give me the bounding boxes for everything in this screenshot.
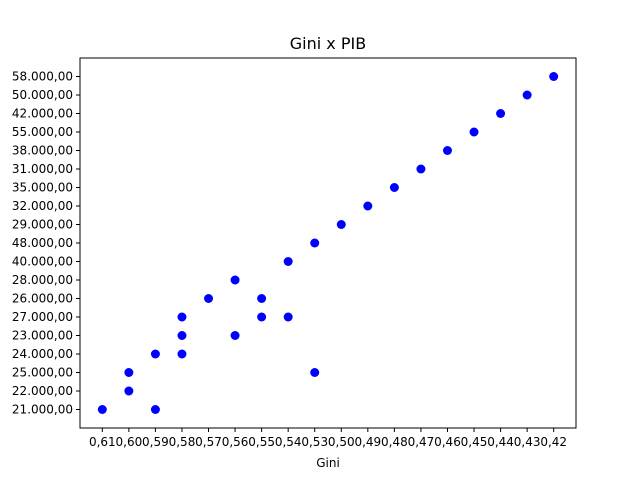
x-tick-label: 0,61 <box>89 435 116 449</box>
data-point <box>389 183 399 192</box>
y-tick-label: 55.000,00 <box>12 125 73 139</box>
x-tick-label: 0,59 <box>142 435 169 449</box>
data-point <box>230 331 240 340</box>
data-point <box>97 405 107 414</box>
y-tick-label: 40.000,00 <box>12 255 73 269</box>
x-tick-label: 0,45 <box>461 435 488 449</box>
axis-ticks: 0,61 0,60 0,59 0,58 0,57 0,56 0,55 0,54 0,53 0,50… <box>12 70 567 450</box>
x-tick-label: 0,49 <box>354 435 381 449</box>
x-tick-label: 0,53 <box>301 435 328 449</box>
x-tick-label: 0,54 <box>275 435 302 449</box>
x-tick-label: 0,43 <box>514 435 541 449</box>
plot-area-frame <box>79 57 577 429</box>
y-tick-label: 35.000,00 <box>12 181 73 195</box>
data-point <box>363 201 373 211</box>
x-tick-label: 0,55 <box>248 435 275 449</box>
y-tick-label: 48.000,00 <box>12 236 73 250</box>
data-point <box>150 405 160 414</box>
y-tick-label: 42.000,00 <box>12 107 73 121</box>
data-point <box>310 238 320 248</box>
x-tick-label: 0,46 <box>434 435 461 449</box>
x-tick-label: 0,56 <box>222 435 249 449</box>
y-tick-label: 58.000,00 <box>12 70 73 84</box>
data-point <box>310 368 320 377</box>
data-point <box>469 127 479 137</box>
y-tick-label: 24.000,00 <box>12 347 73 361</box>
y-tick-label: 22.000,00 <box>12 384 73 398</box>
x-axis-label: Gini <box>316 456 340 470</box>
y-tick-label: 31.000,00 <box>12 162 73 176</box>
y-tick-label: 21.000,00 <box>12 403 73 417</box>
x-tick-label: 0,50 <box>328 435 355 449</box>
y-tick-label: 50.000,00 <box>12 88 73 102</box>
x-tick-label: 0,58 <box>169 435 196 449</box>
data-point <box>257 294 267 303</box>
x-tick-label: 0,48 <box>381 435 408 449</box>
data-point <box>230 275 240 285</box>
x-tick-label: 0,44 <box>487 435 514 449</box>
data-point <box>283 257 293 266</box>
data-point <box>336 220 346 229</box>
data-point <box>496 109 506 118</box>
x-tick-label: 0,47 <box>408 435 435 449</box>
y-tick-label: 29.000,00 <box>12 218 73 232</box>
data-point <box>549 72 559 81</box>
data-point <box>177 349 187 359</box>
chart-title: Gini x PIB <box>290 34 366 53</box>
data-point <box>416 164 426 174</box>
data-point <box>150 349 160 359</box>
y-tick-label: 27.000,00 <box>12 310 73 324</box>
x-tick-label: 0,42 <box>540 435 567 449</box>
data-point <box>257 312 267 322</box>
x-tick-label: 0,57 <box>195 435 222 449</box>
data-point <box>124 386 134 396</box>
data-points <box>97 72 559 414</box>
data-point <box>177 331 187 340</box>
data-point <box>177 312 187 322</box>
y-tick-label: 25.000,00 <box>12 366 73 380</box>
data-point <box>442 146 452 155</box>
data-point <box>283 312 293 322</box>
y-tick-label: 28.000,00 <box>12 273 73 287</box>
y-tick-label: 38.000,00 <box>12 144 73 158</box>
data-point <box>522 90 532 100</box>
y-tick-label: 23.000,00 <box>12 329 73 343</box>
y-tick-label: 26.000,00 <box>12 292 73 306</box>
data-point <box>124 368 134 377</box>
y-tick-label: 32.000,00 <box>12 199 73 213</box>
data-point <box>204 294 214 303</box>
x-tick-label: 0,60 <box>116 435 143 449</box>
